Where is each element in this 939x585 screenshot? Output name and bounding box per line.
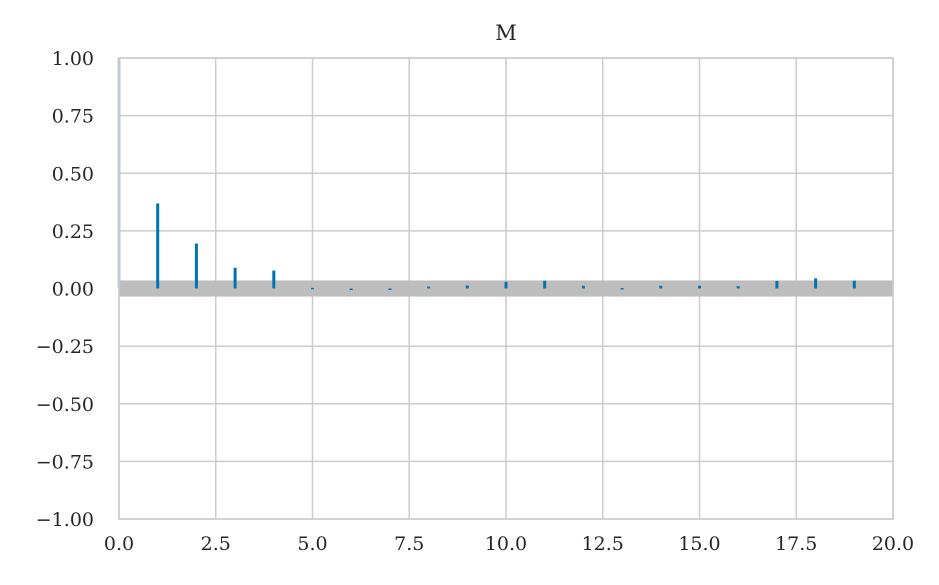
y-tick-label: −0.50	[36, 394, 94, 416]
x-tick-label: 5.0	[297, 533, 327, 555]
y-tick-label: 1.00	[52, 48, 94, 70]
acf-bar	[194, 243, 198, 289]
y-tick-label: −0.25	[36, 336, 94, 358]
acf-bar	[852, 280, 856, 289]
acf-bar	[581, 285, 585, 289]
acf-bar	[504, 281, 508, 289]
x-tick-label: 2.5	[201, 533, 231, 555]
acf-bar	[543, 280, 547, 289]
acf-bar	[388, 288, 392, 290]
acf-bar	[311, 287, 314, 290]
acf-bar	[349, 288, 353, 290]
x-tick-label: 10.0	[485, 533, 527, 555]
chart-title: M	[495, 21, 517, 45]
x-tick-labels: 0.0 2.5 5.0 7.5 10.0 12.5 15.0 17.5 20.0	[104, 533, 914, 555]
y-tick-label: 0.50	[52, 163, 94, 185]
acf-bar	[620, 288, 624, 290]
x-tick-label: 12.5	[582, 533, 624, 555]
y-tick-label: −0.75	[36, 451, 94, 473]
y-tick-labels: 1.00 0.75 0.50 0.25 0.00 −0.25 −0.50 −0.75 −1.00	[36, 48, 94, 531]
acf-bar	[465, 285, 469, 289]
acf-bar	[736, 286, 740, 289]
y-tick-label: 0.00	[52, 279, 94, 301]
acf-bar	[156, 203, 160, 289]
x-tick-label: 17.5	[775, 533, 817, 555]
x-tick-label: 7.5	[394, 533, 424, 555]
y-tick-label: 0.25	[52, 221, 94, 243]
acf-bar	[814, 278, 818, 289]
acf-bar	[775, 280, 779, 289]
x-tick-label: 0.0	[104, 533, 134, 555]
plot-frame	[118, 57, 894, 520]
y-tick-label: −1.00	[36, 509, 94, 531]
x-tick-label: 20.0	[872, 533, 914, 555]
acf-bar	[659, 285, 663, 289]
acf-bar	[233, 267, 237, 289]
acf-bar	[427, 286, 431, 289]
x-tick-label: 15.0	[678, 533, 720, 555]
acf-bar	[698, 285, 701, 289]
acf-bar	[272, 270, 276, 289]
y-tick-label: 0.75	[52, 106, 94, 128]
